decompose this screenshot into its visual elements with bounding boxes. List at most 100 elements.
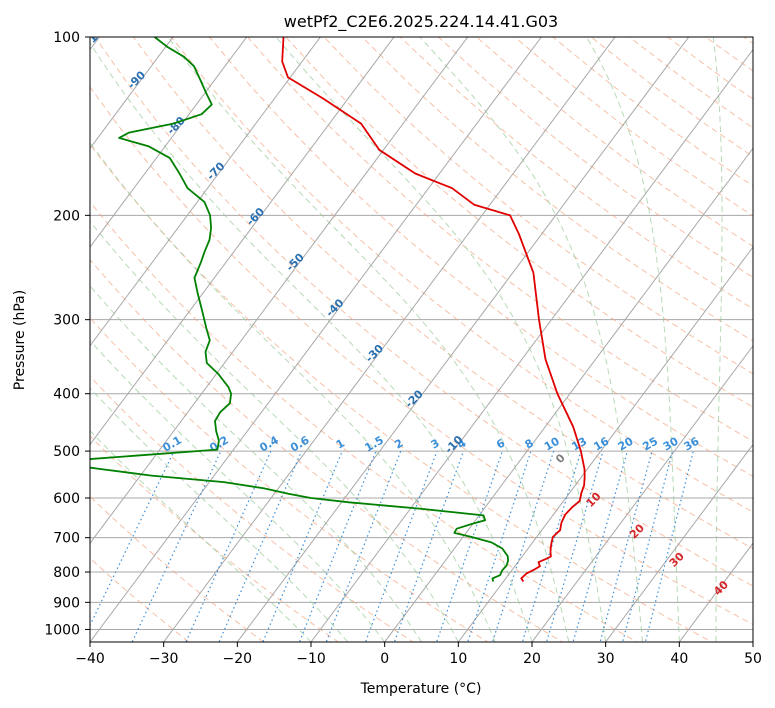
dry-adiabat — [399, 37, 753, 310]
chart-title: wetPf2_C2E6.2025.224.14.41.G03 — [284, 12, 558, 32]
isotherm-label: -100 — [83, 20, 112, 49]
moist-adiabat — [90, 141, 496, 642]
mixing-ratio-line — [131, 450, 222, 642]
x-tick-label: 20 — [523, 651, 541, 667]
dry-adiabat — [361, 37, 753, 342]
y-tick-label: 1000 — [44, 622, 80, 638]
x-tick-label: −30 — [149, 651, 179, 667]
y-tick-label: 900 — [53, 595, 80, 611]
mixing-ratio-line — [545, 450, 604, 642]
mixing-ratio-line — [90, 450, 175, 627]
isotherm-label: -60 — [244, 205, 267, 228]
y-tick-label: 300 — [53, 313, 80, 329]
mixing-ratio-line — [364, 450, 438, 642]
moist-adiabat — [90, 42, 533, 642]
profile-series — [90, 37, 586, 583]
x-tick-label: 30 — [597, 651, 615, 667]
x-tick-label: −20 — [223, 651, 253, 667]
y-tick-label: 600 — [53, 491, 80, 507]
dry-adiabat — [90, 86, 753, 626]
isotherm-line — [90, 37, 469, 545]
dry-adiabat — [438, 37, 753, 278]
y-axis-label: Pressure (hPa) — [12, 290, 28, 390]
line-labels: 0.1 0.2 0.4 0.6 1 1.5 2 3 4 6 8 10 13 16 20 25 30 36-100-… — [83, 20, 731, 598]
dry-adiabat — [90, 495, 265, 642]
x-tick-label: −40 — [75, 651, 105, 667]
mixing-ratio-line — [435, 450, 503, 642]
dry-adiabat — [90, 258, 564, 642]
x-tick-label: −10 — [296, 651, 326, 667]
dry-adiabat — [170, 37, 753, 513]
dry-adiabat — [285, 37, 753, 408]
isotherm-label: -10 — [442, 433, 465, 456]
y-tick-label: 400 — [53, 387, 80, 403]
isotherm-label: -30 — [363, 342, 386, 365]
mixing-ratio-line — [521, 450, 582, 642]
isotherm-line — [90, 37, 321, 347]
x-axis-label: Temperature (°C) — [360, 681, 482, 697]
x-tick-label: 0 — [380, 651, 389, 667]
dry-adiabat — [90, 200, 639, 642]
temperature-profile-line — [281, 37, 586, 583]
y-tick-label: 700 — [53, 531, 80, 547]
y-tick-label: 100 — [53, 30, 80, 46]
moist-adiabat — [90, 220, 459, 642]
dry-adiabat — [209, 37, 753, 477]
mixing-ratio-line — [262, 450, 343, 642]
isotherm-line — [90, 37, 174, 150]
dry-adiabat — [514, 37, 753, 217]
isotherm-line — [752, 641, 753, 642]
mixing-ratio-line — [218, 450, 303, 642]
dry-adiabat — [132, 37, 753, 550]
mixing-ratio-line — [467, 450, 532, 642]
isotherm-line — [90, 37, 395, 446]
mixing-ratio-line — [298, 450, 377, 642]
mixing-ratio-line — [185, 450, 272, 642]
dry-adiabat — [94, 37, 753, 587]
moist-adiabat — [275, 37, 607, 642]
y-axis-ticks: 100 200 300 400 500 600 700 800 900 1000 — [44, 30, 90, 638]
y-tick-label: 200 — [53, 208, 80, 224]
isotherm-line — [531, 344, 753, 642]
y-tick-label: 800 — [53, 565, 80, 581]
isotherm-label: -20 — [403, 387, 426, 410]
mixing-ratio-label: 2 — [392, 437, 405, 452]
dry-adiabat — [247, 37, 753, 442]
dry-adiabat — [90, 317, 489, 642]
dry-adiabat — [476, 37, 753, 247]
moist-adiabat-label: 30 — [667, 549, 687, 569]
y-tick-label: 500 — [53, 444, 80, 460]
moist-adiabat — [712, 37, 723, 642]
isotherm-label: -70 — [204, 159, 227, 182]
isotherm-label: -40 — [323, 296, 346, 319]
moist-adiabat — [586, 37, 680, 642]
mixing-ratio-line — [572, 450, 628, 642]
moist-adiabat — [90, 430, 312, 642]
mixing-ratio-line — [622, 450, 674, 642]
isotherm-label: -50 — [284, 251, 307, 274]
x-axis-ticks: −40 −30 −20 −10 0 10 20 30 40 50 — [75, 642, 762, 667]
dewpoint-profile-line — [90, 37, 509, 582]
isotherm-line — [90, 37, 248, 248]
moist-adiabat — [167, 37, 570, 642]
moist-adiabat-label: 0 — [553, 451, 568, 466]
isotherm-line — [457, 246, 753, 642]
moist-adiabat — [90, 387, 349, 642]
dry-adiabat — [90, 435, 340, 642]
mixing-ratio-line — [393, 450, 465, 642]
moist-adiabat — [90, 339, 386, 642]
x-tick-label: 40 — [670, 651, 688, 667]
isotherm-line — [384, 147, 753, 642]
isotherm-label: -90 — [125, 68, 148, 91]
background-lines — [90, 37, 753, 642]
mixing-ratio-label: 3 — [429, 437, 442, 452]
mixing-ratio-label: 8 — [523, 437, 536, 452]
isotherm-line — [236, 37, 690, 642]
isotherm-line — [310, 48, 753, 642]
plot-frame — [89, 36, 754, 643]
moist-adiabat — [419, 37, 643, 642]
dry-adiabat — [90, 375, 414, 642]
mixing-ratio-line — [491, 450, 555, 642]
isotherm-line — [163, 37, 616, 642]
